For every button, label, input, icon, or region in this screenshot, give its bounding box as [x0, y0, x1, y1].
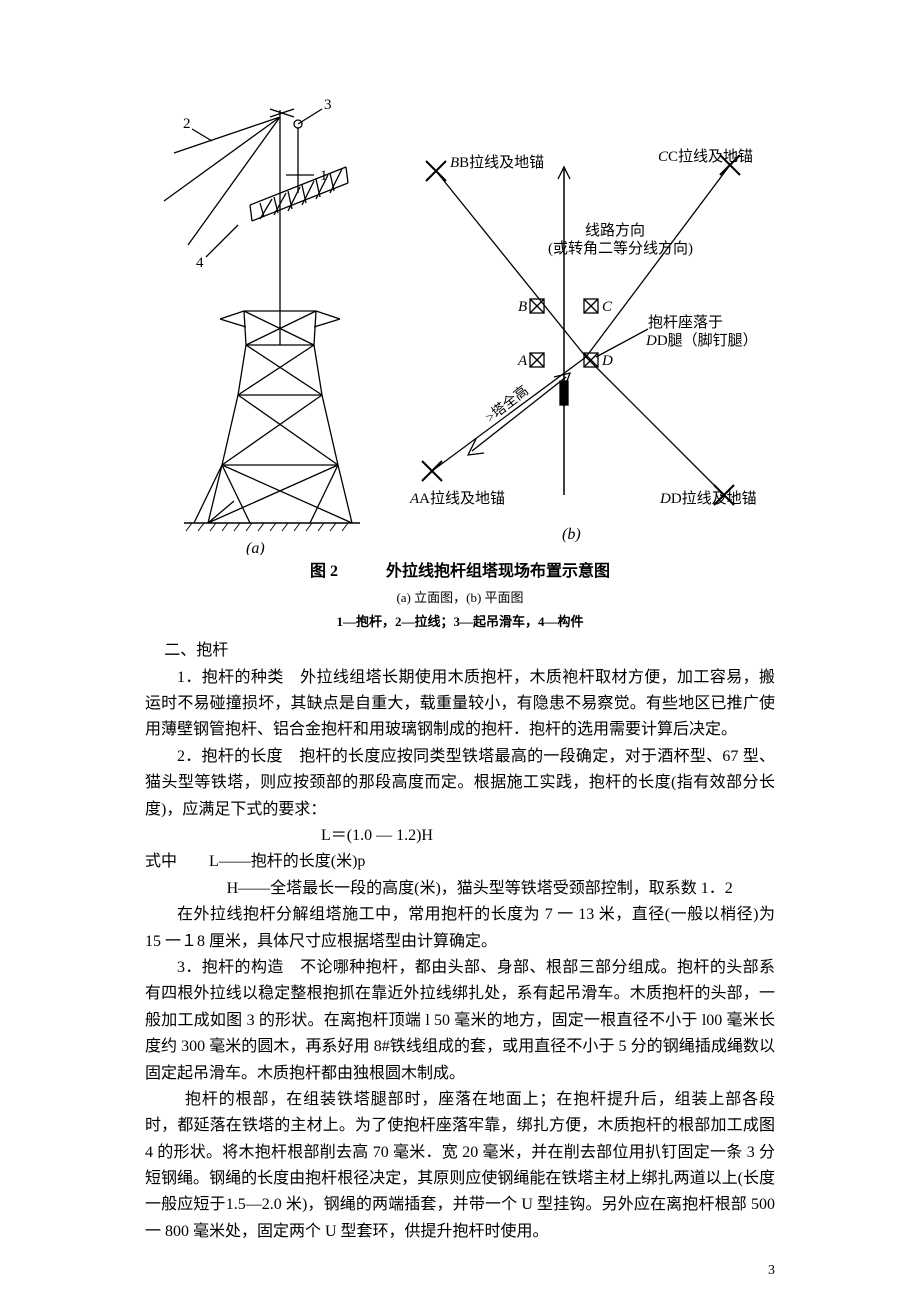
svg-text:D: D — [601, 353, 613, 369]
svg-text:A: A — [517, 353, 528, 369]
svg-text:DD拉线及地锚: DD拉线及地锚 — [659, 490, 757, 507]
figure-2b: BB拉线及地锚 CC拉线及地锚 AA拉线及地锚 DD拉线及地锚 线路方向 (或转… — [390, 125, 770, 555]
svg-text:>塔全高: >塔全高 — [482, 382, 532, 426]
svg-text:(或转角二等分线方向): (或转角二等分线方向) — [548, 239, 693, 257]
figure-sub-caption: (a) 立面图，(b) 平面图 — [145, 587, 775, 608]
svg-text:C: C — [602, 299, 613, 315]
svg-text:4: 4 — [196, 255, 204, 271]
formula: L＝(1.0 — 1.2)H — [145, 823, 775, 849]
svg-text:(a): (a) — [246, 540, 265, 555]
svg-text:DD腿（脚钉腿）: DD腿（脚钉腿） — [645, 332, 758, 349]
figure-2a: 1 2 3 4 (a) — [150, 95, 360, 555]
svg-text:抱杆座落于: 抱杆座落于 — [648, 314, 723, 331]
figure-legend: 1—抱杆，2—拉线；3—起吊滑车，4—构件 — [145, 611, 775, 632]
svg-text:CC拉线及地锚: CC拉线及地锚 — [658, 148, 753, 165]
para-1: 1．抱杆的种类 外拉线组塔长期使用木质抱杆，木质袍杆取材方便，加工容易，搬运时不… — [145, 665, 775, 744]
var-def-H: H——全塔最长一段的高度(米)，猫头型等铁塔受颈部控制，取系数 1．2 — [145, 876, 775, 902]
svg-text:B: B — [518, 299, 527, 315]
svg-text:线路方向: 线路方向 — [585, 222, 645, 239]
figure-caption-main: 图 2 外拉线抱杆组塔现场布置示意图 — [145, 559, 775, 585]
para-3: 在外拉线抱杆分解组塔施工中，常用抱杆的长度为 7 一 13 米，直径(一般以梢径… — [145, 902, 775, 955]
para-5: 抱杆的根部，在组装铁塔腿部时，座落在地面上；在抱杆提升后，组装上部各段时，都延落… — [145, 1087, 775, 1245]
figure-row: 1 2 3 4 (a) — [145, 95, 775, 555]
svg-text:1: 1 — [320, 168, 328, 184]
svg-text:2: 2 — [183, 116, 191, 132]
para-4: 3．抱杆的构造 不论哪种抱杆，都由头部、身部、根部三部分组成。抱杆的头部系有四根… — [145, 955, 775, 1087]
svg-text:(b): (b) — [562, 526, 581, 543]
section-2-title: 二、抱杆 — [145, 638, 775, 664]
svg-text:AA拉线及地锚: AA拉线及地锚 — [409, 490, 505, 507]
svg-text:BB拉线及地锚: BB拉线及地锚 — [450, 154, 544, 171]
page-number: 3 — [768, 1259, 775, 1282]
svg-text:3: 3 — [324, 97, 332, 113]
var-def-L: 式中 L——抱杆的长度(米)p — [145, 849, 775, 875]
para-2: 2．抱杆的长度 抱杆的长度应按同类型铁塔最高的一段确定，对于酒杯型、67 型、猫… — [145, 744, 775, 823]
